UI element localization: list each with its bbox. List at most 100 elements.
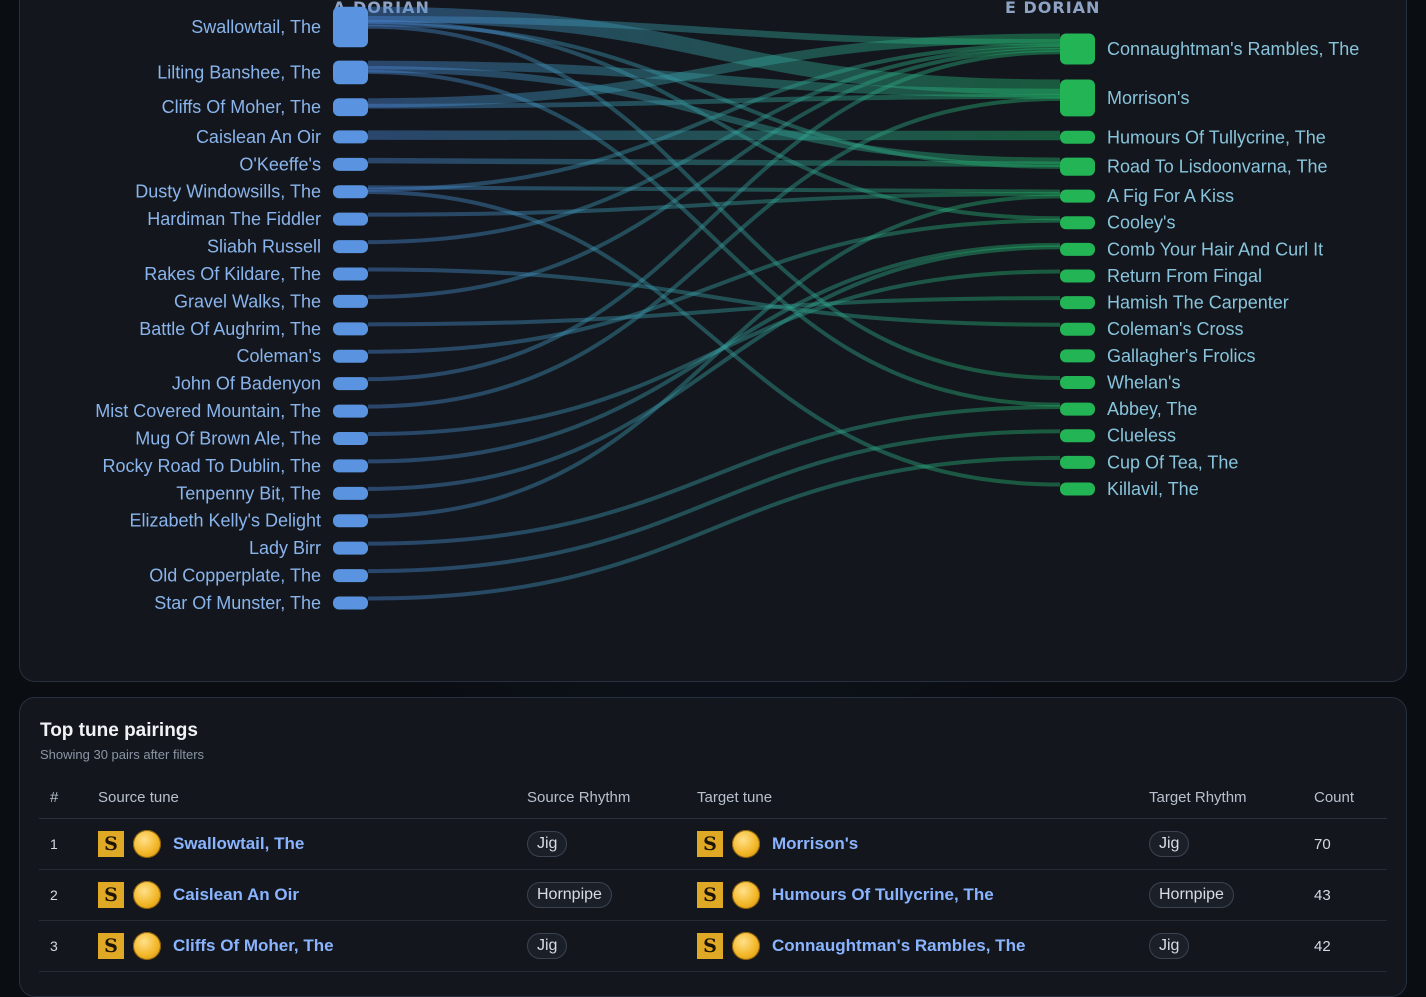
row-rank: 2: [50, 870, 58, 920]
target-node[interactable]: [1060, 483, 1095, 496]
target-node[interactable]: [1060, 216, 1095, 229]
table-row: 2 S Caislean An Oir Hornpipe S Humours O…: [39, 870, 1387, 921]
source-node-label: Caislean An Oir: [196, 127, 321, 147]
source-tune-link[interactable]: Cliffs Of Moher, The: [173, 936, 334, 956]
source-node-label: Cliffs Of Moher, The: [162, 97, 321, 117]
source-node[interactable]: [333, 350, 368, 363]
target-node-label: Comb Your Hair And Curl It: [1107, 239, 1323, 259]
target-tune-link[interactable]: Humours Of Tullycrine, The: [772, 885, 994, 905]
rhythm-pill: Jig: [1149, 933, 1189, 959]
coin-icon: [732, 881, 760, 909]
target-node[interactable]: [1060, 243, 1095, 256]
session-badge-icon: S: [98, 933, 124, 959]
source-node[interactable]: [333, 158, 368, 171]
target-node-label: Whelan's: [1107, 372, 1180, 392]
coin-icon: [133, 830, 161, 858]
target-node-label: Morrison's: [1107, 88, 1189, 108]
source-node[interactable]: [333, 432, 368, 445]
source-node-label: Rocky Road To Dublin, The: [103, 456, 321, 476]
header-source-tune[interactable]: Source tune: [98, 789, 179, 806]
target-node[interactable]: [1060, 323, 1095, 336]
header-rank: #: [50, 789, 58, 806]
rhythm-pill: Jig: [527, 933, 567, 959]
sankey-link[interactable]: [368, 187, 1060, 191]
source-node[interactable]: [333, 295, 368, 308]
target-rhythm-cell: Jig: [1149, 819, 1189, 869]
header-target-tune[interactable]: Target tune: [697, 789, 772, 806]
source-node[interactable]: [333, 7, 368, 48]
source-tune-cell: S Caislean An Oir: [98, 870, 299, 920]
target-node[interactable]: [1060, 429, 1095, 442]
source-node[interactable]: [333, 459, 368, 472]
pairs-title: Top tune pairings: [40, 720, 198, 742]
source-node-label: Battle Of Aughrim, The: [139, 319, 321, 339]
source-node[interactable]: [333, 185, 368, 198]
source-rhythm-cell: Jig: [527, 921, 567, 971]
source-node[interactable]: [333, 213, 368, 226]
target-node[interactable]: [1060, 269, 1095, 282]
target-node-label: Return From Fingal: [1107, 266, 1262, 286]
coin-icon: [732, 830, 760, 858]
source-node[interactable]: [333, 98, 368, 116]
source-node[interactable]: [333, 514, 368, 527]
target-node-label: Clueless: [1107, 426, 1176, 446]
source-node[interactable]: [333, 542, 368, 555]
rhythm-pill: Hornpipe: [1149, 882, 1234, 908]
target-rhythm-cell: Jig: [1149, 921, 1189, 971]
row-rank: 1: [50, 819, 58, 869]
target-node[interactable]: [1060, 131, 1095, 144]
source-node[interactable]: [333, 61, 368, 85]
target-node[interactable]: [1060, 403, 1095, 416]
target-node-label: A Fig For A Kiss: [1107, 186, 1234, 206]
source-node-label: Old Copperplate, The: [149, 566, 321, 586]
source-node[interactable]: [333, 405, 368, 418]
table-row: 1 S Swallowtail, The Jig S Morrison's Ji…: [39, 819, 1387, 870]
header-source-rhythm[interactable]: Source Rhythm: [527, 789, 630, 806]
target-tune-cell: S Connaughtman's Rambles, The: [697, 921, 1025, 971]
source-node[interactable]: [333, 377, 368, 390]
target-node[interactable]: [1060, 456, 1095, 469]
source-node-label: Star Of Munster, The: [154, 593, 321, 613]
sankey-link[interactable]: [368, 298, 1060, 324]
session-badge-icon: S: [98, 882, 124, 908]
sankey-link[interactable]: [368, 196, 1060, 516]
session-badge-icon: S: [697, 933, 723, 959]
source-node-label: Tenpenny Bit, The: [176, 483, 321, 503]
target-node[interactable]: [1060, 349, 1095, 362]
coin-icon: [732, 932, 760, 960]
target-tune-link[interactable]: Connaughtman's Rambles, The: [772, 936, 1025, 956]
source-node[interactable]: [333, 130, 368, 143]
source-node[interactable]: [333, 597, 368, 610]
target-node[interactable]: [1060, 34, 1095, 65]
source-node-label: Dusty Windowsills, The: [135, 182, 321, 202]
pairs-panel: Top tune pairings Showing 30 pairs after…: [19, 697, 1407, 997]
target-node[interactable]: [1060, 296, 1095, 309]
source-node-label: Mist Covered Mountain, The: [95, 401, 321, 421]
source-rhythm-cell: Jig: [527, 819, 567, 869]
header-count[interactable]: Count: [1314, 789, 1354, 806]
target-tune-link[interactable]: Morrison's: [772, 834, 858, 854]
source-tune-link[interactable]: Caislean An Oir: [173, 885, 299, 905]
target-node-label: Humours Of Tullycrine, The: [1107, 127, 1326, 147]
target-node[interactable]: [1060, 79, 1095, 116]
source-node[interactable]: [333, 322, 368, 335]
target-tune-cell: S Morrison's: [697, 819, 858, 869]
header-target-rhythm[interactable]: Target Rhythm: [1149, 789, 1247, 806]
target-node[interactable]: [1060, 190, 1095, 203]
source-node[interactable]: [333, 569, 368, 582]
links-layer: [368, 14, 1060, 598]
target-node-label: Coleman's Cross: [1107, 319, 1243, 339]
source-rhythm-cell: Hornpipe: [527, 870, 612, 920]
target-node[interactable]: [1060, 376, 1095, 389]
source-node-label: Lilting Banshee, The: [157, 62, 321, 82]
target-node[interactable]: [1060, 158, 1095, 176]
source-node-label: Lady Birr: [249, 538, 321, 558]
source-node-label: O'Keeffe's: [239, 154, 321, 174]
source-node[interactable]: [333, 487, 368, 500]
source-tune-link[interactable]: Swallowtail, The: [173, 834, 304, 854]
source-node[interactable]: [333, 267, 368, 280]
target-node-label: Cup Of Tea, The: [1107, 452, 1238, 472]
target-node-label: Cooley's: [1107, 213, 1175, 233]
source-node[interactable]: [333, 240, 368, 253]
